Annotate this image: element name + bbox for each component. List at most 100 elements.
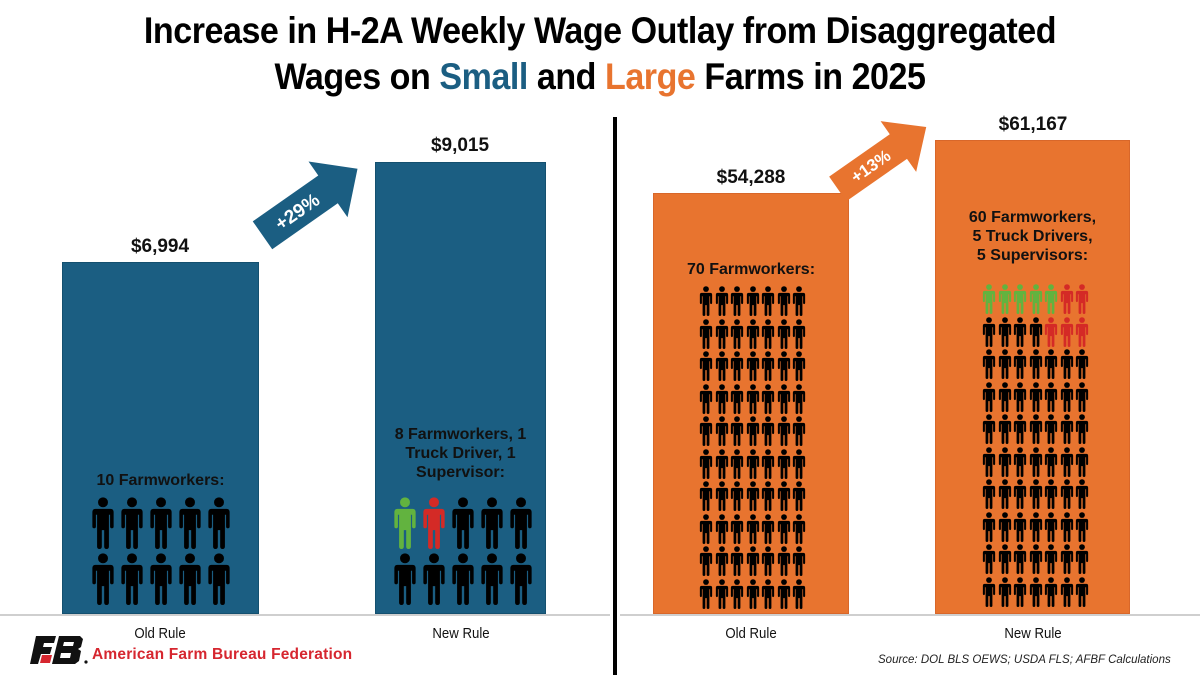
large-old-workforce-grid xyxy=(699,286,808,611)
farmworker-person-icon xyxy=(1029,447,1043,477)
small-old-bar: 10 Farmworkers: xyxy=(62,262,259,614)
farmworker-person-icon xyxy=(998,317,1012,347)
farmworker-person-icon xyxy=(730,286,744,316)
farmworker-person-icon xyxy=(792,384,806,414)
farmworker-person-icon xyxy=(1075,349,1089,379)
farmworker-person-icon xyxy=(148,497,174,549)
farmworker-person-icon xyxy=(1013,382,1027,412)
farmworker-person-icon xyxy=(746,416,760,446)
supervisor-person-icon xyxy=(392,497,418,549)
farmworker-person-icon xyxy=(715,351,729,381)
title-line-2: Wages on Small and Large Farms in 2025 xyxy=(274,56,926,97)
farmworker-person-icon xyxy=(982,317,996,347)
farmworker-person-icon xyxy=(148,553,174,605)
farmworker-person-icon xyxy=(761,514,775,544)
farmworker-person-icon xyxy=(746,384,760,414)
farmworker-person-icon xyxy=(1029,544,1043,574)
farmworker-person-icon xyxy=(699,481,713,511)
farmworker-person-icon xyxy=(699,319,713,349)
farmworker-person-icon xyxy=(761,351,775,381)
farmworker-person-icon xyxy=(982,382,996,412)
farmworker-person-icon xyxy=(1013,544,1027,574)
small-old-caption: 10 Farmworkers: xyxy=(96,472,225,489)
farmworker-person-icon xyxy=(1060,382,1074,412)
farmworker-person-icon xyxy=(699,449,713,479)
farmworker-person-icon xyxy=(392,553,418,605)
large-new-value-label: $61,167 xyxy=(998,114,1068,135)
farmworker-person-icon xyxy=(1013,349,1027,379)
farmworker-person-icon xyxy=(982,544,996,574)
farmworker-person-icon xyxy=(746,351,760,381)
farmworker-person-icon xyxy=(982,414,996,444)
farmworker-person-icon xyxy=(715,416,729,446)
farmworker-person-icon xyxy=(746,319,760,349)
supervisor-person-icon xyxy=(982,284,996,314)
farmworker-person-icon xyxy=(982,349,996,379)
farmworker-person-icon xyxy=(699,384,713,414)
farmworker-person-icon xyxy=(1029,479,1043,509)
farmworker-person-icon xyxy=(119,497,145,549)
farmworker-person-icon xyxy=(998,382,1012,412)
farmworker-person-icon xyxy=(1029,414,1043,444)
farmworker-person-icon xyxy=(699,514,713,544)
farmworker-person-icon xyxy=(1013,317,1027,347)
farmworker-person-icon xyxy=(450,497,476,549)
farmworker-person-icon xyxy=(730,351,744,381)
farmworker-person-icon xyxy=(761,579,775,609)
farmworker-person-icon xyxy=(982,512,996,542)
farmworker-person-icon xyxy=(730,384,744,414)
farmworker-person-icon xyxy=(792,416,806,446)
farmworker-person-icon xyxy=(982,447,996,477)
farmworker-person-icon xyxy=(177,497,203,549)
farmworker-person-icon xyxy=(998,512,1012,542)
farmworker-person-icon xyxy=(761,416,775,446)
small-old-value-label: $6,994 xyxy=(130,236,190,257)
farmworker-person-icon xyxy=(1013,414,1027,444)
farmworker-person-icon xyxy=(998,447,1012,477)
farmworker-person-icon xyxy=(206,497,232,549)
large-old-axis-label: Old Rule xyxy=(725,625,777,642)
small-old-axis-label: Old Rule xyxy=(134,625,186,642)
farmworker-person-icon xyxy=(715,514,729,544)
farmworker-person-icon xyxy=(479,553,505,605)
truck-driver-person-icon xyxy=(1075,284,1089,314)
large-old-value-label: $54,288 xyxy=(716,167,786,188)
farmworker-person-icon xyxy=(715,481,729,511)
small-increase-arrow: +29% xyxy=(252,161,358,250)
farmworker-person-icon xyxy=(1044,414,1058,444)
title-large-highlight: Large xyxy=(604,56,696,97)
farmworker-person-icon xyxy=(1060,414,1074,444)
farmworker-person-icon xyxy=(792,449,806,479)
farmworker-person-icon xyxy=(1044,447,1058,477)
farmworker-person-icon xyxy=(1029,512,1043,542)
farmworker-person-icon xyxy=(90,497,116,549)
farmworker-person-icon xyxy=(1075,479,1089,509)
farmworker-person-icon xyxy=(777,481,791,511)
farmworker-person-icon xyxy=(1075,382,1089,412)
farmworker-person-icon xyxy=(792,286,806,316)
farmworker-person-icon xyxy=(730,449,744,479)
farmworker-person-icon xyxy=(746,286,760,316)
supervisor-person-icon xyxy=(1013,284,1027,314)
large-increase-arrow: +13% xyxy=(829,121,927,202)
farmworker-person-icon xyxy=(1029,317,1043,347)
large-new-bar: 60 Farmworkers, 5 Truck Drivers, 5 Super… xyxy=(935,140,1130,614)
truck-driver-person-icon xyxy=(1060,317,1074,347)
source-note: Source: DOL BLS OEWS; USDA FLS; AFBF Cal… xyxy=(878,654,1171,666)
title-small-highlight: Small xyxy=(439,56,528,97)
farmworker-person-icon xyxy=(777,384,791,414)
farmworker-person-icon xyxy=(1013,479,1027,509)
farmworker-person-icon xyxy=(1075,414,1089,444)
farmworker-person-icon xyxy=(1075,512,1089,542)
farmworker-person-icon xyxy=(761,449,775,479)
truck-driver-person-icon xyxy=(1044,317,1058,347)
supervisor-person-icon xyxy=(1044,284,1058,314)
farmworker-person-icon xyxy=(1060,512,1074,542)
farmworker-person-icon xyxy=(450,553,476,605)
farmworker-person-icon xyxy=(90,553,116,605)
farmworker-person-icon xyxy=(777,546,791,576)
farmworker-person-icon xyxy=(746,514,760,544)
farmworker-person-icon xyxy=(746,546,760,576)
supervisor-person-icon xyxy=(1029,284,1043,314)
farmworker-person-icon xyxy=(699,416,713,446)
